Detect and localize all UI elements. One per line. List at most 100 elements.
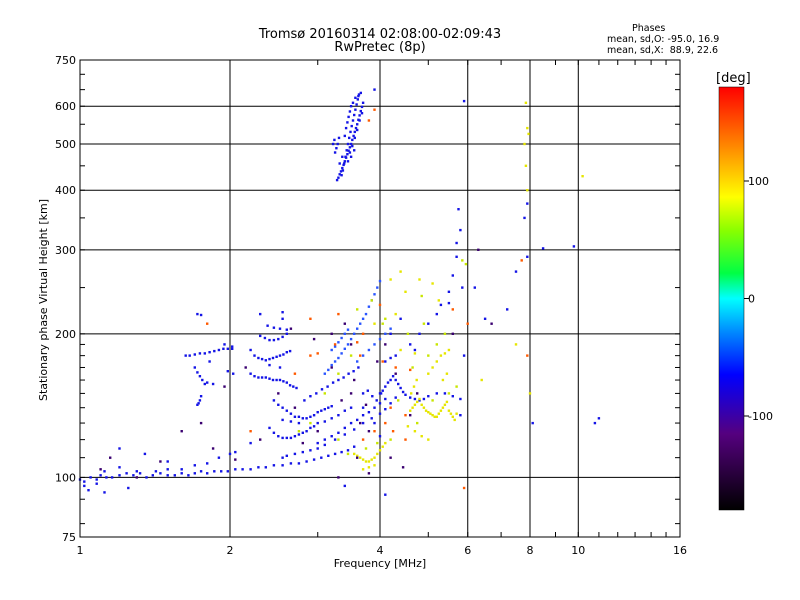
- data-point: [429, 412, 432, 415]
- data-point: [297, 421, 301, 425]
- data-point: [526, 255, 529, 258]
- data-point: [333, 343, 337, 346]
- data-point: [378, 337, 382, 341]
- data-point: [410, 392, 413, 395]
- data-point: [337, 176, 340, 179]
- data-point: [386, 381, 390, 384]
- data-point: [404, 393, 407, 396]
- data-point: [349, 130, 352, 134]
- data-point: [376, 452, 379, 456]
- data-point: [285, 328, 288, 331]
- data-point: [356, 98, 359, 101]
- y-tick-label: 75: [62, 531, 76, 544]
- data-point: [353, 332, 356, 335]
- data-point: [199, 395, 203, 398]
- data-point: [326, 385, 329, 388]
- data-point: [427, 322, 430, 325]
- data-point: [234, 450, 237, 454]
- data-point: [259, 312, 262, 316]
- data-point: [378, 402, 382, 405]
- data-point: [309, 421, 312, 425]
- data-point: [249, 372, 252, 375]
- data-point: [193, 472, 196, 475]
- data-point: [361, 421, 365, 425]
- data-point: [394, 378, 397, 382]
- data-point: [184, 354, 187, 357]
- data-point: [193, 366, 196, 369]
- data-point: [226, 470, 229, 473]
- data-point: [337, 372, 340, 375]
- data-point: [361, 354, 365, 357]
- data-point: [373, 430, 376, 433]
- data-point: [367, 305, 371, 308]
- data-point: [193, 464, 196, 467]
- data-point: [384, 421, 387, 425]
- data-point: [447, 290, 451, 293]
- data-point: [260, 376, 264, 379]
- data-point: [447, 348, 451, 352]
- data-point: [87, 489, 90, 492]
- data-point: [451, 395, 454, 398]
- data-point: [433, 415, 436, 418]
- data-point: [199, 470, 203, 473]
- data-point: [337, 356, 340, 360]
- data-point: [514, 270, 518, 273]
- colorbar: [718, 86, 745, 511]
- data-point: [335, 178, 339, 182]
- data-point: [264, 359, 267, 362]
- data-point: [439, 303, 443, 307]
- data-point: [361, 332, 365, 335]
- data-point: [373, 421, 376, 425]
- data-point: [288, 384, 292, 387]
- data-point: [359, 91, 362, 95]
- data-point: [343, 409, 346, 412]
- data-point: [293, 415, 297, 418]
- colorbar-label: [deg]: [716, 71, 751, 86]
- data-point: [278, 378, 282, 382]
- data-point: [272, 431, 276, 434]
- data-point: [541, 247, 545, 250]
- data-point: [297, 415, 301, 418]
- data-point: [346, 452, 350, 456]
- data-point: [404, 438, 407, 441]
- data-point: [127, 486, 130, 490]
- data-point: [297, 462, 301, 465]
- data-point: [103, 470, 106, 473]
- y-tick-label: 300: [55, 244, 76, 257]
- data-point: [384, 397, 387, 401]
- data-point: [281, 311, 284, 314]
- data-point: [418, 332, 421, 335]
- data-point: [389, 332, 392, 335]
- data-point: [320, 388, 324, 391]
- x-axis-label: Frequency [MHz]: [334, 557, 426, 570]
- data-point: [231, 347, 234, 350]
- data-point: [272, 464, 276, 467]
- data-point: [201, 378, 204, 382]
- data-point: [381, 360, 384, 363]
- data-point: [95, 478, 98, 481]
- data-point: [285, 454, 288, 457]
- data-point: [378, 435, 382, 438]
- data-point: [406, 332, 410, 335]
- data-point: [118, 466, 121, 469]
- data-point: [406, 425, 410, 428]
- data-point: [347, 115, 350, 119]
- data-point: [399, 317, 402, 320]
- data-point: [373, 88, 376, 91]
- data-point: [348, 146, 352, 149]
- data-point: [323, 420, 326, 423]
- data-point: [278, 327, 282, 330]
- data-point: [593, 421, 597, 425]
- y-tick-label: 600: [55, 100, 76, 113]
- data-point: [281, 436, 284, 440]
- data-point: [348, 136, 351, 140]
- data-point: [154, 470, 158, 473]
- data-point: [320, 409, 323, 412]
- data-point: [356, 456, 359, 459]
- data-point: [378, 392, 382, 395]
- data-point: [352, 134, 355, 138]
- data-point: [404, 290, 407, 293]
- data-point: [281, 418, 284, 422]
- data-point: [342, 376, 345, 379]
- data-point: [367, 430, 371, 433]
